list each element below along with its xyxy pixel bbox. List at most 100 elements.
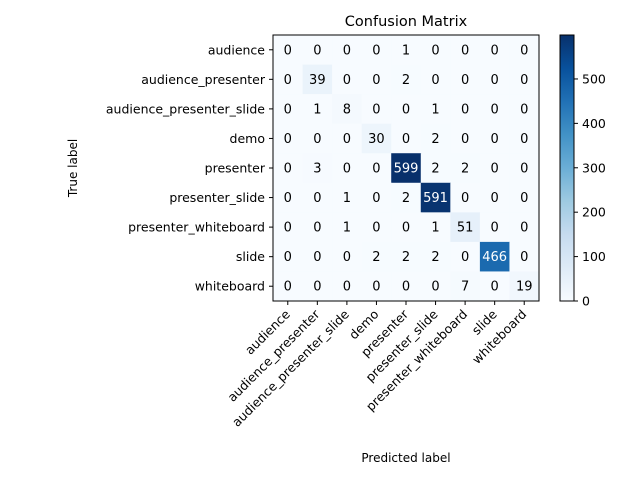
cell-value-label: 0	[491, 102, 499, 117]
cell-value-label: 0	[520, 221, 528, 236]
cell-value-label: 0	[284, 191, 292, 206]
heatmap-cell	[509, 241, 540, 272]
heatmap-cell	[450, 94, 481, 125]
cell-value-label: 19	[516, 280, 533, 295]
heatmap-cell	[420, 123, 451, 154]
cell-value-label: 0	[431, 43, 439, 58]
heatmap-cell	[302, 271, 333, 302]
heatmap-cell	[509, 35, 540, 66]
cell-value-label: 0	[461, 250, 469, 265]
heatmap-cells	[273, 35, 540, 302]
colorbar-tick-label: 400	[582, 116, 606, 131]
cell-value-label: 0	[491, 132, 499, 147]
cell-value-label: 599	[394, 162, 419, 177]
colorbar	[559, 34, 575, 302]
cell-value-label: 0	[402, 221, 410, 236]
cell-value-label: 2	[402, 73, 410, 88]
heatmap-cell	[273, 35, 304, 66]
heatmap-cell	[302, 123, 333, 154]
cell-value-label: 0	[520, 73, 528, 88]
heatmap-cell	[450, 123, 481, 154]
heatmap-cell	[361, 123, 392, 154]
heatmap-cell	[332, 94, 363, 125]
cell-value-label: 2	[431, 132, 439, 147]
heatmap-cell	[509, 153, 540, 184]
cell-value-label: 1	[431, 221, 439, 236]
cell-value-label: 0	[402, 102, 410, 117]
heatmap-cell	[332, 123, 363, 154]
heatmap-cell	[273, 241, 304, 272]
y-tick-label: presenter_slide	[169, 190, 265, 205]
y-tick-label: audience_presenter_slide	[106, 101, 265, 116]
colorbar-ticks: 0 100 200 300 400 500	[574, 71, 606, 309]
cell-value-label: 0	[313, 221, 321, 236]
heatmap-cell	[273, 94, 304, 125]
cell-value-label: 0	[284, 132, 292, 147]
cell-value-label: 0	[284, 43, 292, 58]
heatmap-cell	[509, 182, 540, 213]
heatmap-cell	[509, 64, 540, 95]
heatmap-cell	[450, 64, 481, 95]
y-axis-label: True label	[66, 139, 80, 198]
cell-value-label: 0	[284, 221, 292, 236]
heatmap-cell	[332, 212, 363, 243]
cell-value-label: 1	[343, 221, 351, 236]
heatmap-cell	[361, 153, 392, 184]
cell-value-label: 0	[372, 43, 380, 58]
y-tick-label: audience	[208, 42, 265, 57]
colorbar-tick-label: 500	[582, 71, 606, 86]
x-axis-label: Predicted label	[361, 451, 450, 465]
heatmap-cell	[450, 153, 481, 184]
cell-value-label: 0	[343, 280, 351, 295]
heatmap-cell	[361, 35, 392, 66]
heatmap-cell	[332, 35, 363, 66]
heatmap-cell	[302, 182, 333, 213]
cell-value-label: 0	[284, 280, 292, 295]
cell-value-label: 0	[284, 102, 292, 117]
heatmap-cell	[391, 35, 422, 66]
cell-value-label: 0	[313, 280, 321, 295]
heatmap-cell	[391, 153, 422, 184]
cell-value-label: 0	[284, 162, 292, 177]
colorbar-tick-label: 100	[582, 249, 606, 264]
cell-value-label: 0	[461, 191, 469, 206]
heatmap-cell	[302, 153, 333, 184]
heatmap-cell	[391, 123, 422, 154]
heatmap-cell	[420, 94, 451, 125]
heatmap-cell	[479, 123, 510, 154]
cell-value-label: 2	[402, 250, 410, 265]
y-tick-label: audience_presenter	[141, 72, 266, 87]
heatmap-cell	[332, 271, 363, 302]
heatmap-cell	[420, 64, 451, 95]
cell-value-label: 51	[457, 221, 474, 236]
heatmap-cell	[273, 271, 304, 302]
heatmap-cell	[273, 64, 304, 95]
heatmap-cell	[479, 64, 510, 95]
heatmap-cell	[302, 35, 333, 66]
colorbar-tick-label: 0	[582, 294, 590, 309]
cell-value-label: 0	[491, 43, 499, 58]
heatmap-cell-values: 0 0 0 0 1 0 0 0 00 39 0 0 2 0 0 0 00 1 8 0 0 1 0 0 00 0 0 30 0 2 0 0 00 3…	[284, 43, 533, 294]
y-tick-label: presenter_whiteboard	[128, 220, 265, 235]
heatmap-cell	[361, 94, 392, 125]
heatmap-cell	[420, 182, 451, 213]
cell-value-label: 1	[343, 191, 351, 206]
heatmap-cell	[479, 94, 510, 125]
y-tick-label: demo	[230, 131, 265, 146]
cell-value-label: 0	[520, 250, 528, 265]
heatmap-cell	[273, 123, 304, 154]
heatmap-cell	[273, 182, 304, 213]
heatmap-cell	[273, 153, 304, 184]
heatmap-cell	[450, 35, 481, 66]
y-tick-label: presenter	[205, 161, 266, 176]
cell-value-label: 2	[372, 250, 380, 265]
heatmap-cell	[361, 271, 392, 302]
cell-value-label: 0	[284, 73, 292, 88]
heatmap-cell	[420, 153, 451, 184]
heatmap-cell	[391, 182, 422, 213]
cell-value-label: 0	[313, 191, 321, 206]
cell-value-label: 2	[431, 162, 439, 177]
colorbar-tick-label: 200	[582, 205, 606, 220]
heatmap-cell	[391, 94, 422, 125]
